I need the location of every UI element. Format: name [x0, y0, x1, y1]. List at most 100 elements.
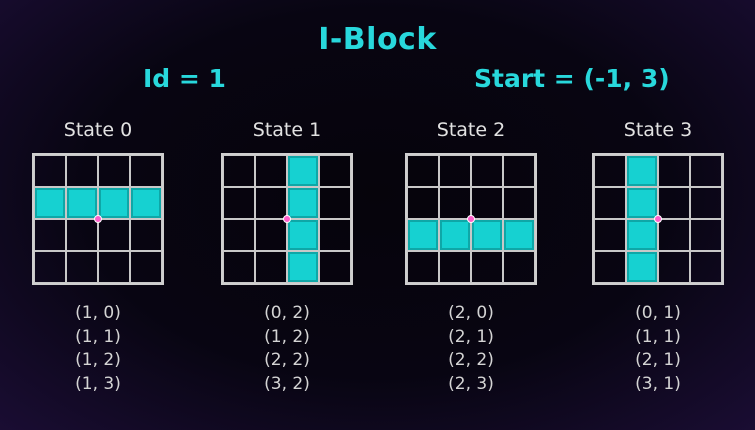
pivot-point	[283, 215, 291, 223]
coordinate-item: (3, 1)	[635, 373, 681, 394]
block-cell	[626, 251, 658, 283]
coordinate-item: (2, 2)	[264, 350, 310, 370]
grid-cell	[594, 219, 626, 251]
state-panel-1: State 1 (0, 2) (1, 2) (2, 2) (3, 2)	[207, 118, 367, 396]
grid-cell	[130, 155, 162, 187]
grid-cell	[66, 219, 98, 251]
grid-cell	[690, 155, 722, 187]
coordinate-item: (2, 0)	[448, 303, 494, 323]
grid-cell	[439, 187, 471, 219]
coordinate-item: (0, 2)	[264, 303, 310, 323]
block-cell	[626, 219, 658, 251]
state-grid	[405, 153, 537, 285]
start-position-label: Start = (-1, 3)	[474, 64, 670, 93]
grid-cell	[471, 155, 503, 187]
state-label: State 3	[623, 119, 693, 141]
grid-cell	[658, 187, 690, 219]
grid-cell	[98, 219, 130, 251]
state-label: State 1	[252, 119, 322, 141]
block-cell	[626, 187, 658, 219]
grid-cell	[130, 251, 162, 283]
grid-cell	[503, 155, 535, 187]
grid-cell	[130, 219, 162, 251]
grid-cell	[471, 187, 503, 219]
block-cell	[407, 219, 439, 251]
coordinate-item: (1, 2)	[75, 350, 121, 370]
state-label: State 2	[436, 119, 506, 141]
grid-cell	[658, 155, 690, 187]
grid-cell	[255, 155, 287, 187]
coordinate-item: (2, 2)	[448, 350, 494, 370]
block-cell	[98, 187, 130, 219]
coordinate-item: (2, 1)	[635, 350, 681, 370]
block-cell	[287, 219, 319, 251]
grid-cell	[255, 219, 287, 251]
coordinate-item: (1, 1)	[635, 326, 681, 347]
state-panel-2: State 2 (2, 0) (2, 1) (2, 2) (2, 3)	[391, 118, 551, 396]
coordinate-item: (1, 1)	[75, 326, 121, 347]
coordinate-item: (3, 2)	[264, 373, 310, 394]
grid-cell	[319, 187, 351, 219]
block-id-label: Id = 1	[143, 64, 226, 93]
block-cell	[34, 187, 66, 219]
block-cell	[66, 187, 98, 219]
state-grid	[592, 153, 724, 285]
coordinate-item: (2, 1)	[448, 326, 494, 347]
grid-cell	[34, 155, 66, 187]
block-cell	[287, 187, 319, 219]
grid-cell	[690, 251, 722, 283]
grid-cell	[66, 155, 98, 187]
coordinate-item: (1, 0)	[75, 303, 121, 323]
grid-cell	[255, 251, 287, 283]
grid-cell	[439, 155, 471, 187]
block-cell	[287, 251, 319, 283]
grid-cell	[34, 219, 66, 251]
block-cell	[471, 219, 503, 251]
grid-cell	[319, 155, 351, 187]
grid-cell	[407, 251, 439, 283]
state-panel-0: State 0 (1, 0) (1, 1) (1, 2) (1, 3)	[18, 118, 178, 396]
coordinate-list: (0, 1) (1, 1) (2, 1) (3, 1)	[578, 302, 738, 396]
grid-cell	[594, 155, 626, 187]
grid-cell	[658, 219, 690, 251]
grid-cell	[594, 187, 626, 219]
grid-cell	[503, 187, 535, 219]
grid-cell	[98, 251, 130, 283]
block-cell	[287, 155, 319, 187]
state-grid	[32, 153, 164, 285]
state-grid	[221, 153, 353, 285]
coordinate-list: (0, 2) (1, 2) (2, 2) (3, 2)	[207, 302, 367, 396]
block-cell	[503, 219, 535, 251]
block-cell	[626, 155, 658, 187]
grid-cell	[407, 187, 439, 219]
pivot-point	[94, 215, 102, 223]
state-label: State 0	[63, 119, 133, 141]
grid-cell	[223, 155, 255, 187]
grid-cell	[503, 251, 535, 283]
coordinate-item: (1, 3)	[75, 373, 121, 394]
grid-cell	[594, 251, 626, 283]
pivot-point	[467, 215, 475, 223]
grid-cell	[66, 251, 98, 283]
grid-cell	[98, 155, 130, 187]
grid-cell	[439, 251, 471, 283]
grid-cell	[223, 187, 255, 219]
state-panel-3: State 3 (0, 1) (1, 1) (2, 1) (3, 1)	[578, 118, 738, 396]
grid-cell	[690, 219, 722, 251]
page-title: I-Block	[318, 22, 437, 57]
grid-cell	[34, 251, 66, 283]
coordinate-list: (2, 0) (2, 1) (2, 2) (2, 3)	[391, 302, 551, 396]
pivot-point	[654, 215, 662, 223]
coordinate-list: (1, 0) (1, 1) (1, 2) (1, 3)	[18, 302, 178, 396]
grid-cell	[471, 251, 503, 283]
grid-cell	[223, 251, 255, 283]
grid-cell	[319, 219, 351, 251]
grid-cell	[407, 155, 439, 187]
coordinate-item: (0, 1)	[635, 303, 681, 323]
coordinate-item: (1, 2)	[264, 326, 310, 347]
grid-cell	[658, 251, 690, 283]
grid-cell	[255, 187, 287, 219]
grid-cell	[223, 219, 255, 251]
grid-cell	[319, 251, 351, 283]
block-cell	[439, 219, 471, 251]
